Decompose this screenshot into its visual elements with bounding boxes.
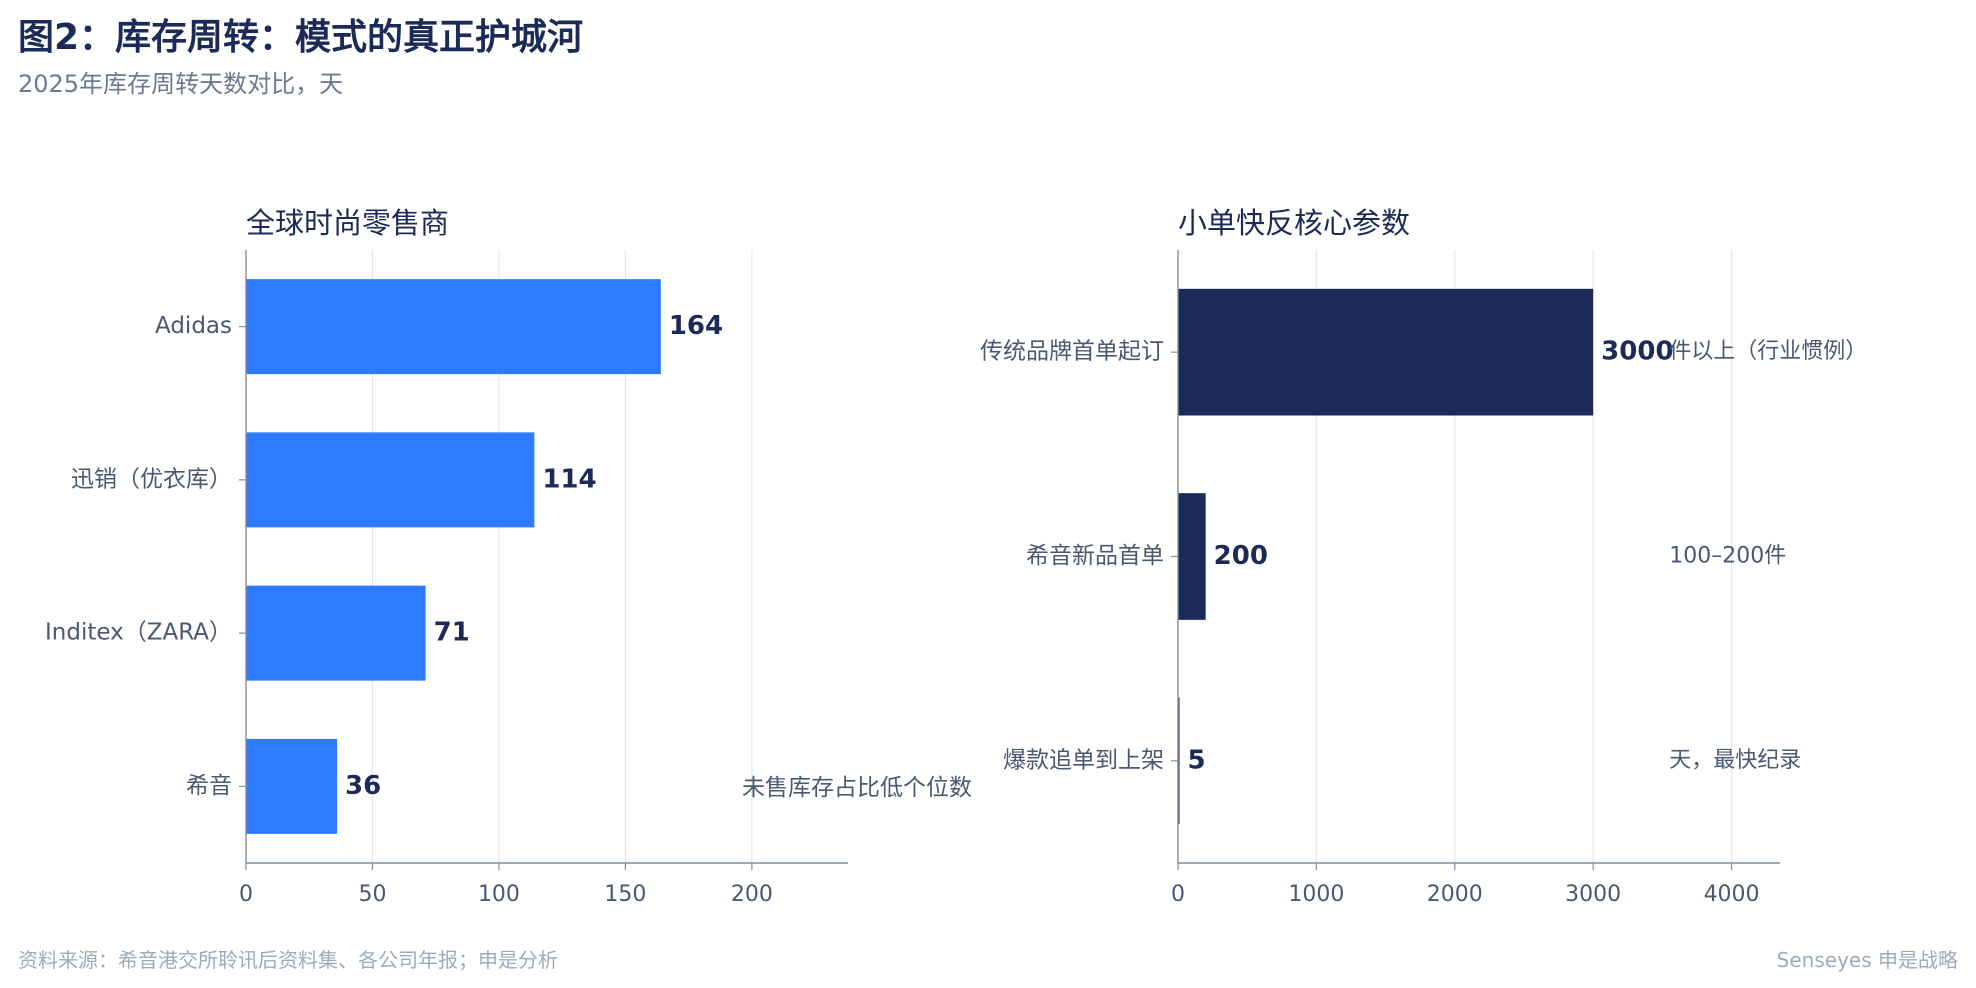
left-category-label: Adidas bbox=[155, 313, 232, 339]
right-value-label: 3000 bbox=[1601, 337, 1673, 367]
right-bar bbox=[1178, 697, 1180, 825]
right-bar bbox=[1178, 288, 1594, 416]
right-category-label: 希音新品首单 bbox=[1026, 543, 1164, 569]
left-value-label: 71 bbox=[434, 618, 470, 648]
left-bar bbox=[246, 585, 426, 681]
right-x-tick-label: 4000 bbox=[1704, 882, 1760, 907]
right-chart-title: 小单快反核心参数 bbox=[1178, 206, 1411, 240]
brand-label: Senseyes 申是战略 bbox=[1776, 948, 1958, 972]
left-bar bbox=[246, 432, 535, 528]
left-bar bbox=[246, 738, 338, 834]
left-annotation: 未售库存占比低个位数 bbox=[742, 775, 972, 801]
right-value-label: 5 bbox=[1188, 745, 1206, 775]
right-x-tick-label: 1000 bbox=[1288, 882, 1344, 907]
left-x-tick-label: 100 bbox=[478, 882, 520, 907]
left-x-tick-label: 200 bbox=[731, 882, 773, 907]
page-title: 图2：库存周转：模式的真正护城河 bbox=[18, 17, 584, 58]
right-x-tick-label: 3000 bbox=[1565, 882, 1621, 907]
right-bar bbox=[1178, 493, 1206, 620]
left-value-label: 36 bbox=[345, 771, 381, 801]
left-value-label: 164 bbox=[669, 311, 723, 341]
right-note: 100–200件 bbox=[1669, 544, 1786, 569]
right-category-label: 传统品牌首单起订 bbox=[980, 339, 1164, 365]
right-x-tick-label: 0 bbox=[1171, 882, 1185, 907]
left-category-label: 希音 bbox=[186, 773, 232, 799]
source-note: 资料来源：希音港交所聆讯后资料集、各公司年报；申是分析 bbox=[18, 948, 558, 972]
right-note: 件以上（行业惯例） bbox=[1669, 339, 1867, 364]
left-x-tick-label: 50 bbox=[358, 882, 386, 907]
right-category-label: 爆款追单到上架 bbox=[1003, 747, 1164, 773]
left-category-label: Inditex（ZARA） bbox=[45, 620, 232, 646]
left-x-tick-label: 150 bbox=[604, 882, 646, 907]
right-x-tick-label: 2000 bbox=[1427, 882, 1483, 907]
right-note: 天，最快纪录 bbox=[1669, 748, 1801, 773]
left-bar bbox=[246, 279, 661, 375]
page-subtitle: 2025年库存周转天数对比，天 bbox=[18, 70, 344, 98]
left-value-label: 114 bbox=[542, 464, 596, 494]
left-chart-title: 全球时尚零售商 bbox=[246, 206, 450, 240]
left-category-label: 迅销（优衣库） bbox=[71, 466, 232, 492]
left-x-tick-label: 0 bbox=[239, 882, 253, 907]
right-value-label: 200 bbox=[1214, 541, 1268, 571]
